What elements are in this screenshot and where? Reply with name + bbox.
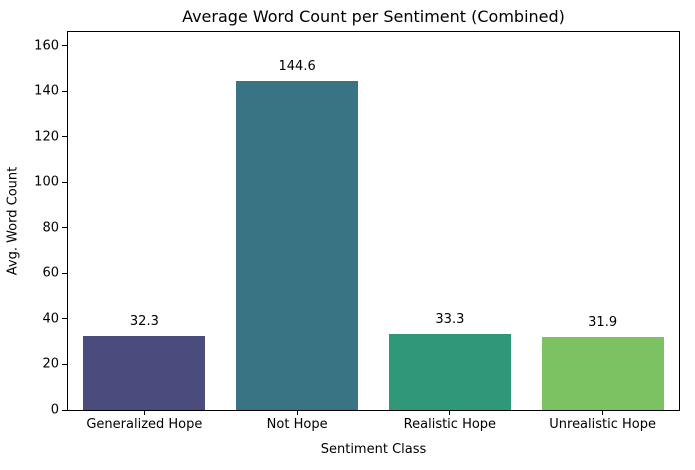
y-tick-mark — [62, 227, 67, 229]
y-tick-label: 140 — [34, 83, 59, 99]
bar — [83, 336, 206, 410]
bar-value-label: 33.3 — [435, 312, 465, 328]
bar — [388, 334, 511, 410]
bar — [236, 80, 359, 410]
y-tick-mark — [62, 181, 67, 183]
y-tick-mark — [62, 90, 67, 92]
y-tick-mark — [62, 363, 67, 365]
x-tick-label: Not Hope — [266, 417, 328, 432]
y-tick-label: 0 — [50, 402, 59, 418]
plot-area: 0 20 40 60 80 100 120 140 160 32.3 Generalized Hop… — [34, 31, 680, 432]
bar-value-label: 144.6 — [278, 58, 316, 74]
x-axis-label: Sentiment Class — [320, 442, 427, 457]
y-tick-label: 80 — [42, 220, 59, 236]
y-tick-mark — [62, 45, 67, 47]
x-tick-label: Unrealistic Hope — [549, 417, 656, 432]
y-axis-label: Avg. Word Count — [5, 166, 21, 276]
y-tick-label: 120 — [34, 129, 59, 145]
y-tick-mark — [62, 409, 67, 411]
y-tick-mark — [62, 136, 67, 138]
y-tick-label: 40 — [42, 311, 59, 327]
bar — [541, 337, 664, 410]
y-tick-mark — [62, 318, 67, 320]
x-tick-mark — [296, 410, 298, 415]
y-tick-mark — [62, 272, 67, 274]
y-tick-label: 160 — [34, 38, 59, 54]
y-tick-label: 100 — [34, 174, 59, 190]
y-tick-label: 60 — [42, 265, 59, 281]
chart-title: Average Word Count per Sentiment (Combin… — [182, 7, 565, 26]
y-tick-label: 20 — [42, 356, 59, 372]
bar-value-label: 31.9 — [588, 315, 618, 331]
x-tick-label: Realistic Hope — [403, 417, 497, 432]
x-tick-mark — [143, 410, 145, 415]
bar-value-label: 32.3 — [129, 314, 159, 330]
x-tick-label: Generalized Hope — [86, 417, 203, 432]
x-tick-mark — [449, 410, 451, 415]
x-tick-mark — [602, 410, 604, 415]
